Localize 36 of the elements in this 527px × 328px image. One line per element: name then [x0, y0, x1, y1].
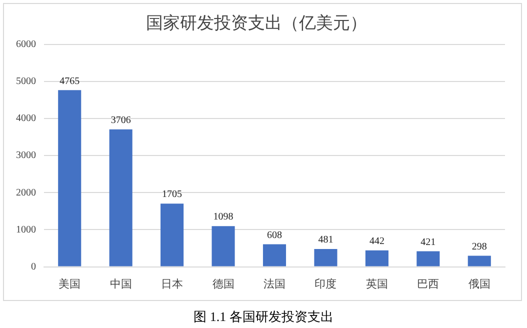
- x-tick-label: 美国: [58, 277, 81, 290]
- x-tick-label: 中国: [110, 277, 132, 290]
- x-tick-label: 印度: [314, 277, 337, 290]
- bar: [262, 244, 286, 266]
- bar: [212, 226, 235, 266]
- bar: [416, 251, 440, 266]
- x-tick-label: 德国: [212, 278, 234, 290]
- data-label: 608: [267, 230, 282, 241]
- caption: 图 1.1 各国研发投资支出: [192, 308, 334, 326]
- data-label: 1098: [213, 212, 234, 223]
- data-label: 1705: [162, 189, 182, 200]
- y-tick-label: 5000: [16, 76, 36, 88]
- bar: [160, 204, 184, 266]
- y-tick-label: 3000: [16, 150, 36, 162]
- x-tick-label: 英国: [366, 277, 388, 290]
- x-tick-label: 巴西: [417, 278, 440, 290]
- x-tick-label: 日本: [161, 277, 184, 290]
- y-tick-label: 0: [31, 261, 36, 272]
- bar: [58, 90, 82, 266]
- y-tick-label: 1000: [16, 224, 36, 236]
- y-tick-label: 4000: [16, 113, 36, 124]
- data-label: 3706: [110, 115, 131, 126]
- x-tick-label: 法国: [264, 277, 286, 290]
- data-label: 298: [472, 241, 487, 252]
- data-label: 421: [420, 236, 436, 248]
- data-label: 4765: [60, 76, 80, 87]
- x-tick-label: 俄国: [468, 278, 490, 290]
- chart-title: 国家研发投资支出（亿美元）: [146, 14, 367, 33]
- data-label: 481: [318, 234, 334, 246]
- bar: [468, 256, 491, 266]
- data-label: 442: [369, 236, 384, 248]
- bar: [365, 250, 388, 266]
- y-tick-label: 6000: [16, 39, 36, 50]
- bar: [314, 248, 338, 266]
- y-tick-label: 2000: [16, 187, 36, 198]
- bar: [109, 129, 132, 266]
